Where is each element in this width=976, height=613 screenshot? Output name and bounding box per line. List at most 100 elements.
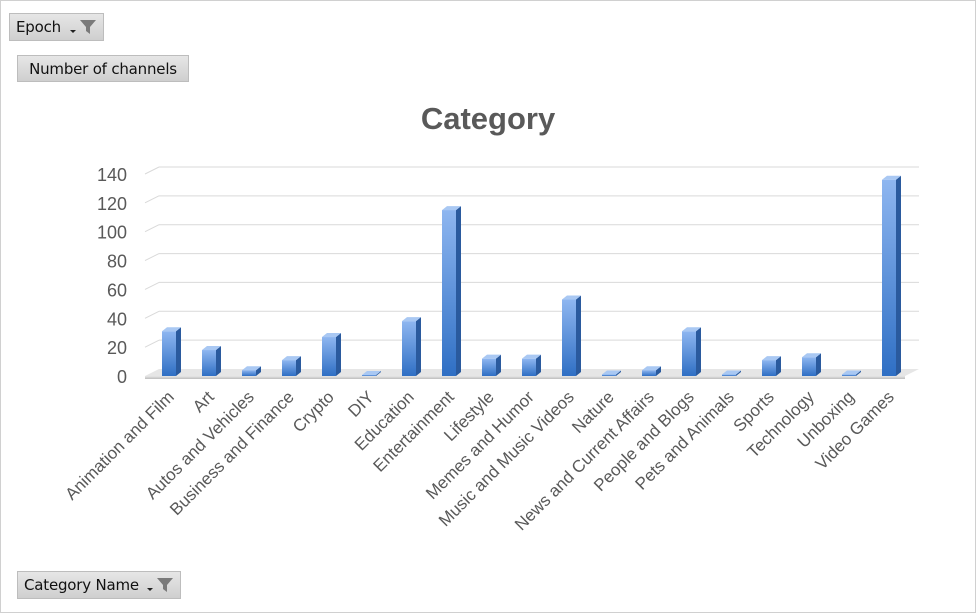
epoch-filter-control[interactable]	[70, 18, 103, 36]
bar-top	[802, 353, 821, 358]
y-tick-label: 0	[117, 367, 127, 387]
bar-side	[496, 354, 501, 376]
bar-front	[642, 370, 656, 376]
bar-front	[882, 179, 896, 376]
bar	[162, 327, 181, 376]
bar-side	[256, 366, 261, 376]
y-tick-label: 140	[97, 165, 127, 185]
bar-front	[322, 337, 336, 376]
bar-top	[402, 317, 421, 322]
bar	[562, 295, 581, 376]
bar	[642, 366, 661, 376]
bar-side	[376, 371, 381, 376]
y-tick-label: 40	[107, 309, 127, 329]
floor-edge	[145, 376, 905, 379]
bar-front	[442, 210, 456, 376]
x-category-label: DIY	[344, 387, 377, 420]
bar-side	[896, 175, 901, 376]
bar	[482, 354, 501, 376]
gridline-depth	[144, 281, 160, 290]
values-field-button[interactable]: Number of channels	[17, 55, 189, 82]
bar-front	[762, 360, 776, 376]
category-field-label: Category Name	[24, 576, 139, 594]
bar-front	[562, 299, 576, 376]
bar-top	[282, 356, 301, 361]
bar	[322, 333, 341, 376]
epoch-filter-button[interactable]: Epoch	[9, 13, 104, 41]
bar-front	[482, 358, 496, 376]
bar-top	[322, 333, 341, 338]
bar-top	[602, 370, 621, 375]
bar	[362, 371, 381, 376]
x-category-label: Art	[189, 387, 218, 416]
bars	[162, 175, 901, 376]
bar-side	[336, 333, 341, 376]
gridline-depth	[144, 310, 160, 319]
bar-top	[842, 370, 861, 375]
bar	[762, 356, 781, 376]
bar-side	[816, 353, 821, 376]
bar-top	[682, 327, 701, 332]
bar	[882, 175, 901, 376]
bar-top	[642, 366, 661, 371]
category-filter-control[interactable]	[147, 576, 180, 594]
y-tick-label: 80	[107, 252, 127, 272]
bar	[802, 353, 821, 376]
y-tick-label: 120	[97, 194, 127, 214]
bar-front	[722, 374, 736, 376]
bar-top	[562, 295, 581, 300]
bar	[602, 370, 621, 376]
bar-front	[522, 358, 536, 376]
bar-top	[762, 356, 781, 361]
y-tick-label: 100	[97, 223, 127, 243]
bar	[402, 317, 421, 376]
bar	[522, 354, 541, 376]
category-field-button[interactable]: Category Name	[17, 571, 181, 599]
bar-top	[242, 366, 261, 371]
y-tick-label: 60	[107, 280, 127, 300]
bar-side	[456, 206, 461, 376]
values-field-label: Number of channels	[29, 59, 177, 78]
y-axis-ticks: 0 20 40 60 80 100 120 140	[97, 165, 127, 387]
bar	[202, 346, 221, 376]
bar-side	[776, 356, 781, 376]
bar-top	[162, 327, 181, 332]
bar-side	[216, 346, 221, 376]
bar	[442, 206, 461, 376]
bar	[722, 370, 741, 376]
bar-side	[296, 356, 301, 376]
bar	[282, 356, 301, 376]
bar-side	[576, 295, 581, 376]
gridline-depth	[144, 166, 160, 175]
dropdown-arrow-icon	[70, 29, 76, 33]
bar-top	[482, 354, 501, 359]
funnel-filter-icon	[157, 578, 173, 592]
bar-side	[656, 366, 661, 376]
bar-side	[416, 317, 421, 376]
chart-title: Category	[421, 101, 556, 136]
bar-side	[856, 370, 861, 376]
epoch-filter-label: Epoch	[16, 18, 61, 36]
bar-side	[696, 327, 701, 376]
bar-top	[442, 206, 461, 211]
bar-front	[282, 360, 296, 376]
bar-top	[202, 346, 221, 351]
gridline-depth	[144, 339, 160, 348]
bar	[682, 327, 701, 376]
bar-top	[882, 175, 901, 180]
x-category-label: Crypto	[289, 387, 338, 436]
gridline-depth	[144, 253, 160, 262]
bar-front	[682, 331, 696, 376]
gridline-depth	[144, 224, 160, 233]
bar-side	[176, 327, 181, 376]
y-tick-label: 20	[107, 338, 127, 358]
bar-front	[842, 374, 856, 376]
bar-top	[362, 371, 381, 375]
bar-side	[736, 370, 741, 376]
bar-front	[602, 374, 616, 376]
bar-front	[162, 331, 176, 376]
funnel-filter-icon	[80, 20, 96, 34]
